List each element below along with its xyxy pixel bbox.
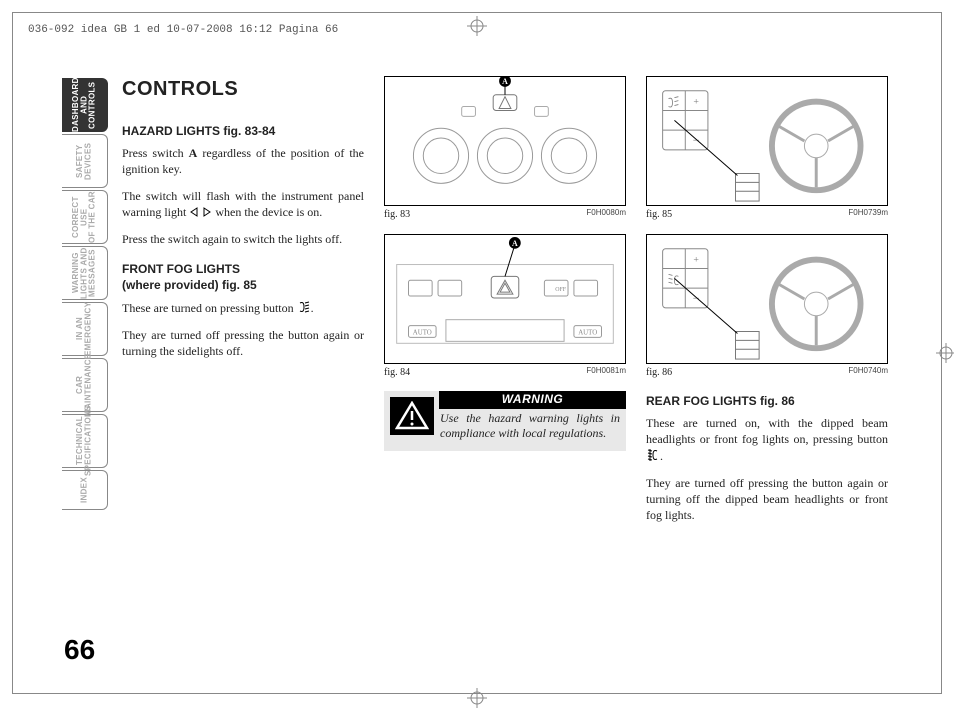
column-2: A fig. 83 F0H0080m OFF xyxy=(384,76,626,533)
page-content: CONTROLS HAZARD LIGHTS fig. 83-84 Press … xyxy=(122,76,888,533)
hazard-p2: The switch will flash with the instrumen… xyxy=(122,188,364,222)
figure-85: + − xyxy=(646,76,888,206)
svg-text:OFF: OFF xyxy=(555,287,567,293)
rear-fog-p1: These are turned on, with the dipped bea… xyxy=(646,415,888,465)
svg-text:A: A xyxy=(502,77,508,86)
figure-84-caption: fig. 84 F0H0081m xyxy=(384,366,626,380)
svg-text:A: A xyxy=(512,238,518,247)
fig-code: F0H0740m xyxy=(848,366,888,380)
svg-text:+: + xyxy=(693,97,699,108)
hazard-p1: Press switch A regardless of the positio… xyxy=(122,145,364,177)
hazard-p3: Press the switch again to switch the lig… xyxy=(122,231,364,247)
svg-text:AUTO: AUTO xyxy=(413,329,432,336)
tab-label: DASHBOARDAND CONTROLS xyxy=(72,78,97,133)
figure-85-caption: fig. 85 F0H0739m xyxy=(646,208,888,222)
figure-84: OFF A AUTO AUTO xyxy=(384,234,626,364)
warning-box: WARNING Use the hazard warning lights in… xyxy=(384,391,626,451)
registration-mark-right xyxy=(936,343,954,363)
tab-safety-devices[interactable]: SAFETYDEVICES xyxy=(62,134,108,188)
arrow-right-icon xyxy=(202,205,212,221)
column-1: CONTROLS HAZARD LIGHTS fig. 83-84 Press … xyxy=(122,76,364,533)
rear-fog-p2: They are turned off pressing the button … xyxy=(646,475,888,524)
tab-warning-lights[interactable]: WARNINGLIGHTS ANDMESSAGES xyxy=(62,246,108,300)
tab-dashboard-controls[interactable]: DASHBOARDAND CONTROLS xyxy=(62,78,108,132)
page-number: 66 xyxy=(64,634,95,666)
tab-label: TECHNICALSPECIFICATIONS xyxy=(76,406,93,477)
tab-index[interactable]: INDEX xyxy=(62,470,108,510)
tab-label: WARNINGLIGHTS ANDMESSAGES xyxy=(72,247,97,299)
hazard-lights-heading: HAZARD LIGHTS fig. 83-84 xyxy=(122,123,364,139)
fig-label: fig. 85 xyxy=(646,208,672,222)
svg-text:AUTO: AUTO xyxy=(578,329,597,336)
tab-label: IN ANEMERGENCY xyxy=(76,302,93,356)
print-header: 036-092 idea GB 1 ed 10-07-2008 16:12 Pa… xyxy=(28,24,338,36)
fig-label: fig. 86 xyxy=(646,366,672,380)
tab-label: CORRECT USEOF THE CAR xyxy=(72,191,97,243)
tab-emergency[interactable]: IN ANEMERGENCY xyxy=(62,302,108,356)
registration-mark-top xyxy=(467,16,487,36)
rear-fog-heading: REAR FOG LIGHTS fig. 86 xyxy=(646,393,888,409)
rear-fog-icon xyxy=(646,449,660,465)
warning-text: Use the hazard warning lights in complia… xyxy=(440,411,620,441)
tab-label: INDEX xyxy=(80,477,88,503)
tab-label: SAFETYDEVICES xyxy=(76,142,93,179)
warning-header: WARNING xyxy=(439,391,626,409)
figure-83-caption: fig. 83 F0H0080m xyxy=(384,208,626,222)
front-fog-icon xyxy=(297,301,311,317)
front-fog-heading: FRONT FOG LIGHTS (where provided) fig. 8… xyxy=(122,261,364,293)
tab-technical-specs[interactable]: TECHNICALSPECIFICATIONS xyxy=(62,414,108,468)
tab-correct-use[interactable]: CORRECT USEOF THE CAR xyxy=(62,190,108,244)
fig-code: F0H0080m xyxy=(586,208,626,222)
figure-83: A xyxy=(384,76,626,206)
fig-code: F0H0739m xyxy=(848,208,888,222)
section-tabs: DASHBOARDAND CONTROLS SAFETYDEVICES CORR… xyxy=(62,78,108,510)
registration-mark-bottom xyxy=(467,688,487,708)
arrow-left-icon xyxy=(189,205,199,221)
front-fog-p2: They are turned off pressing the button … xyxy=(122,327,364,359)
svg-text:+: + xyxy=(693,254,699,265)
tab-car-maintenance[interactable]: CARMAINTENANCE xyxy=(62,358,108,412)
fig-code: F0H0081m xyxy=(586,366,626,380)
fig-label: fig. 83 xyxy=(384,208,410,222)
fig-label: fig. 84 xyxy=(384,366,410,380)
column-3: + − fig. 85 F0H0739m xyxy=(646,76,888,533)
front-fog-p1: These are turned on pressing button . xyxy=(122,300,364,317)
warning-triangle-icon xyxy=(390,397,434,435)
figure-86: + − xyxy=(646,234,888,364)
figure-86-caption: fig. 86 F0H0740m xyxy=(646,366,888,380)
section-title: CONTROLS xyxy=(122,76,364,103)
